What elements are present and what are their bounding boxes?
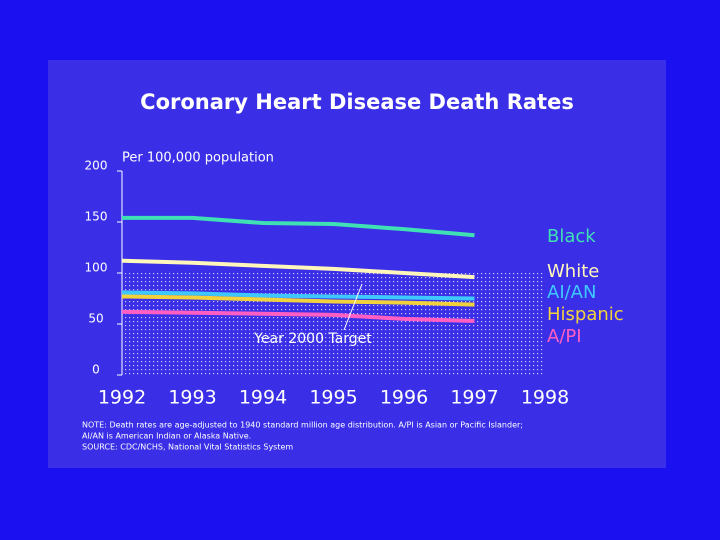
x-tick-label: 1994 [239, 387, 287, 409]
legend-label: Hispanic [547, 304, 624, 325]
x-tick-label: 1995 [309, 387, 357, 409]
x-tick-label: 1996 [380, 387, 428, 409]
legend-label: A/PI [547, 326, 582, 347]
y-tick-label: 150 [85, 210, 108, 224]
chart-title: Coronary Heart Disease Death Rates [140, 90, 574, 114]
legend-label: AI/AN [547, 282, 596, 303]
y-axis-label: Per 100,000 population [122, 151, 274, 166]
panel [48, 60, 666, 468]
series-line [121, 309, 475, 323]
annotation-leader [343, 283, 363, 331]
series-line [121, 290, 475, 301]
target-zone [122, 273, 545, 375]
note: SOURCE: CDC/NCHS, National Vital Statist… [82, 443, 293, 452]
target-label: Year 2000 Target [253, 331, 372, 347]
y-tick-label: 200 [85, 159, 108, 173]
y-tick-label: 100 [85, 261, 108, 275]
x-tick-label: 1998 [521, 387, 569, 409]
series-line [121, 294, 475, 307]
plot: 0 50 100 150 200 1992 1993 1994 1995 1996 1997 1998… [82, 159, 624, 452]
x-tick-label: 1997 [450, 387, 498, 409]
x-tick-label: 1992 [98, 387, 146, 409]
series-line [121, 258, 475, 280]
series-line [122, 215, 475, 238]
y-tick-label: 0 [92, 363, 100, 377]
note: AI/AN is American Indian or Alaska Nativ… [82, 432, 251, 441]
note: NOTE: Death rates are age-adjusted to 19… [82, 421, 523, 430]
legend-label: White [547, 261, 599, 282]
x-tick-label: 1993 [168, 387, 216, 409]
y-tick-label: 50 [88, 312, 103, 326]
legend-label: Black [547, 226, 596, 247]
